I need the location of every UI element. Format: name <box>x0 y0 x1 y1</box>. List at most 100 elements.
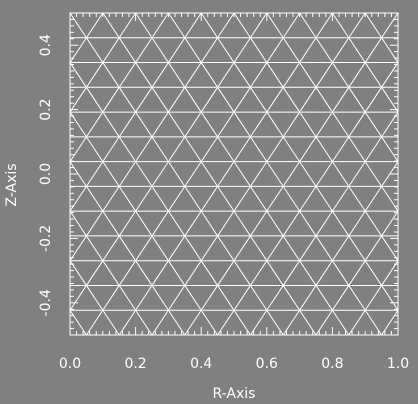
mesh-edge <box>364 62 383 88</box>
mesh-edge <box>70 235 87 261</box>
mesh-edge <box>348 285 366 311</box>
mesh-edge <box>167 260 186 286</box>
mesh-edge <box>233 210 251 237</box>
mesh-edge <box>364 87 383 113</box>
mesh-edge <box>315 309 333 335</box>
mesh-edge <box>233 136 251 162</box>
mesh-edge <box>414 63 418 88</box>
mesh-edge <box>217 210 235 237</box>
mesh-edge <box>331 111 350 138</box>
mesh-edge <box>217 13 235 39</box>
mesh-edge <box>200 13 219 39</box>
mesh-edge <box>200 87 219 113</box>
mesh-edge <box>151 186 169 212</box>
mesh-edge <box>315 186 333 212</box>
x-tick-label: 0.4 <box>190 356 212 372</box>
mesh-edge <box>118 37 137 63</box>
mesh-edge <box>217 235 235 261</box>
mesh-edge <box>282 235 301 261</box>
mesh-edge <box>217 111 235 138</box>
mesh-edge <box>249 13 268 39</box>
mesh-edge <box>397 61 398 63</box>
mesh-edge <box>299 13 317 39</box>
y-tick-label: 0.2 <box>38 98 54 120</box>
mesh-edge <box>151 37 169 63</box>
mesh-edge <box>70 211 71 213</box>
mesh-edge <box>315 235 333 261</box>
mesh-edge <box>184 186 202 212</box>
mesh-edge <box>266 210 284 237</box>
mesh-edge <box>102 62 120 88</box>
mesh-edge <box>70 161 87 187</box>
mesh-edge <box>364 136 383 162</box>
mesh-edge <box>233 309 251 335</box>
mesh-edge <box>348 37 366 63</box>
mesh-edge <box>70 87 87 113</box>
mesh-edge <box>249 260 268 286</box>
mesh-edge <box>200 260 219 286</box>
mesh-edge <box>299 186 317 212</box>
mesh-edge <box>331 136 350 162</box>
mesh-edge <box>233 62 251 88</box>
mesh-edge <box>381 210 398 237</box>
mesh-edge <box>167 285 186 311</box>
mesh-edge <box>348 62 366 88</box>
y-tick-label: 0.4 <box>38 34 54 56</box>
x-tick-label: 0.6 <box>256 356 278 372</box>
mesh-edge <box>85 309 104 335</box>
mesh-edge <box>266 235 284 261</box>
mesh-edge <box>217 161 235 187</box>
mesh-edge <box>167 111 186 138</box>
mesh-edge <box>102 235 120 261</box>
mesh-edge <box>299 136 317 162</box>
mesh-edge <box>102 161 120 187</box>
mesh-edge <box>151 235 169 261</box>
mesh-edge <box>70 13 71 14</box>
mesh-edge <box>135 111 153 138</box>
mesh-edge <box>397 309 398 311</box>
mesh-edge <box>118 260 137 286</box>
mesh-edge <box>233 87 251 113</box>
mesh-edge <box>249 111 268 138</box>
mesh-edge <box>397 62 398 64</box>
mesh-edge <box>397 161 398 163</box>
mesh-edge <box>184 111 202 138</box>
mesh-edge <box>414 285 418 310</box>
mesh-edge <box>348 111 366 138</box>
mesh-edge <box>70 160 71 162</box>
mesh-edge <box>299 285 317 311</box>
mesh-edge <box>200 210 219 237</box>
mesh-edge <box>266 136 284 162</box>
mesh-edge <box>282 111 301 138</box>
mesh-edge <box>184 87 202 113</box>
mesh-edge <box>266 309 284 335</box>
mesh-edge <box>70 13 87 39</box>
mesh-edge <box>217 260 235 286</box>
mesh-edge <box>118 235 137 261</box>
mesh-edge <box>282 136 301 162</box>
mesh-edge <box>102 111 120 138</box>
mesh-edge <box>184 235 202 261</box>
y-axis-label: Z-Axis <box>4 163 20 206</box>
mesh-edge <box>85 210 104 237</box>
mesh-edge <box>331 235 350 261</box>
mesh-edge <box>414 310 418 335</box>
mesh-edge <box>167 87 186 113</box>
mesh-edge <box>266 111 284 138</box>
mesh-edge <box>102 87 120 113</box>
mesh-edge <box>381 136 398 162</box>
mesh-edge <box>85 37 104 63</box>
mesh-edge <box>102 285 120 311</box>
mesh-edge <box>70 112 71 113</box>
mesh-edge <box>315 260 333 286</box>
mesh-edge <box>266 285 284 311</box>
mesh-edge <box>233 111 251 138</box>
mesh-edge <box>184 260 202 286</box>
mesh-edge <box>233 285 251 311</box>
mesh-edge <box>118 210 137 237</box>
mesh-edge <box>233 235 251 261</box>
mesh-edge <box>118 186 137 212</box>
x-tick-label: 0.0 <box>59 356 81 372</box>
mesh-edge <box>414 137 418 162</box>
